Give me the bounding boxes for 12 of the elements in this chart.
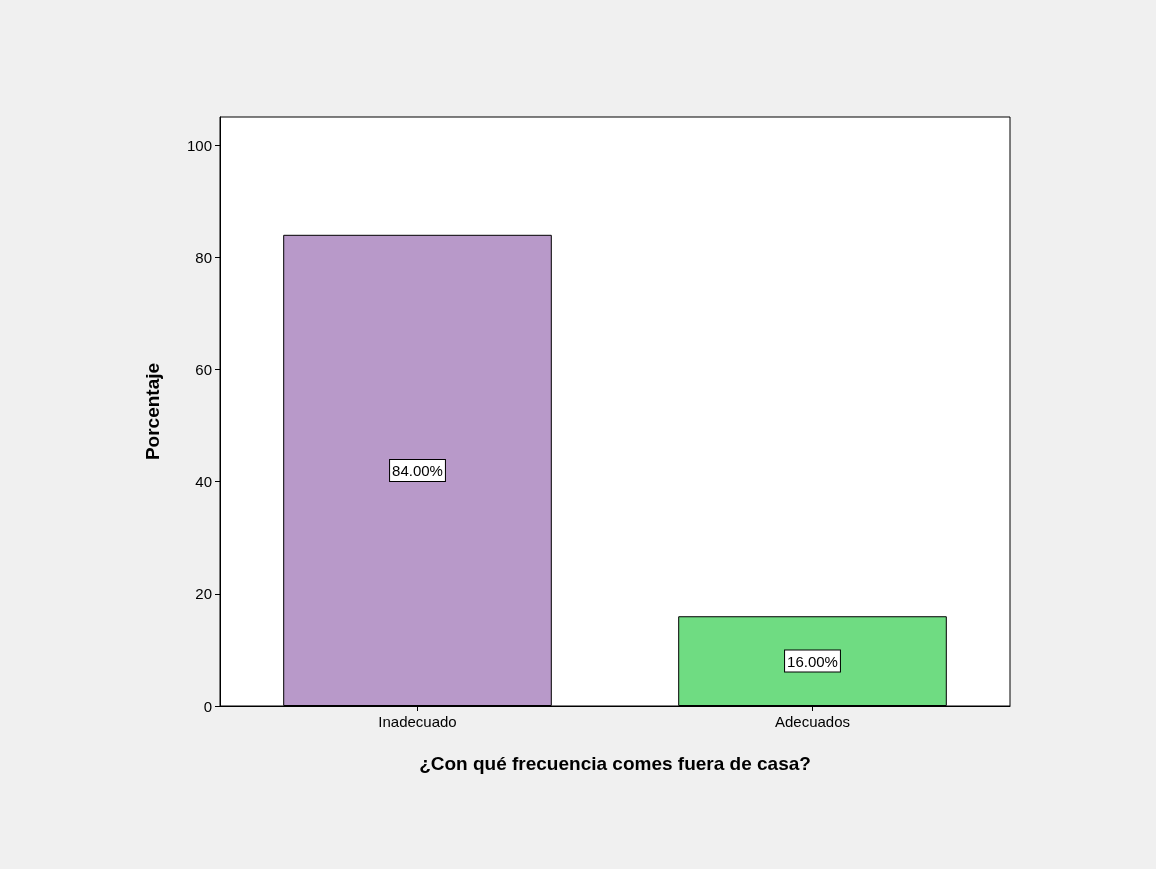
data-label: 84.00% <box>392 461 443 479</box>
y-axis-title: Porcentaje <box>142 362 163 461</box>
x-tick-label: Inadecuado <box>378 713 457 730</box>
x-axis-title: ¿Con qué frecuencia comes fuera de casa? <box>419 753 811 774</box>
y-tick-label: 100 <box>186 136 212 154</box>
y-tick-label: 60 <box>195 360 212 378</box>
y-tick-label: 20 <box>195 585 212 603</box>
data-label: 16.00% <box>787 652 838 670</box>
x-tick-label: Adecuados <box>774 713 851 730</box>
y-tick-label: 80 <box>195 248 212 266</box>
y-tick-label: 40 <box>195 473 212 491</box>
y-tick-label: 0 <box>203 697 212 715</box>
